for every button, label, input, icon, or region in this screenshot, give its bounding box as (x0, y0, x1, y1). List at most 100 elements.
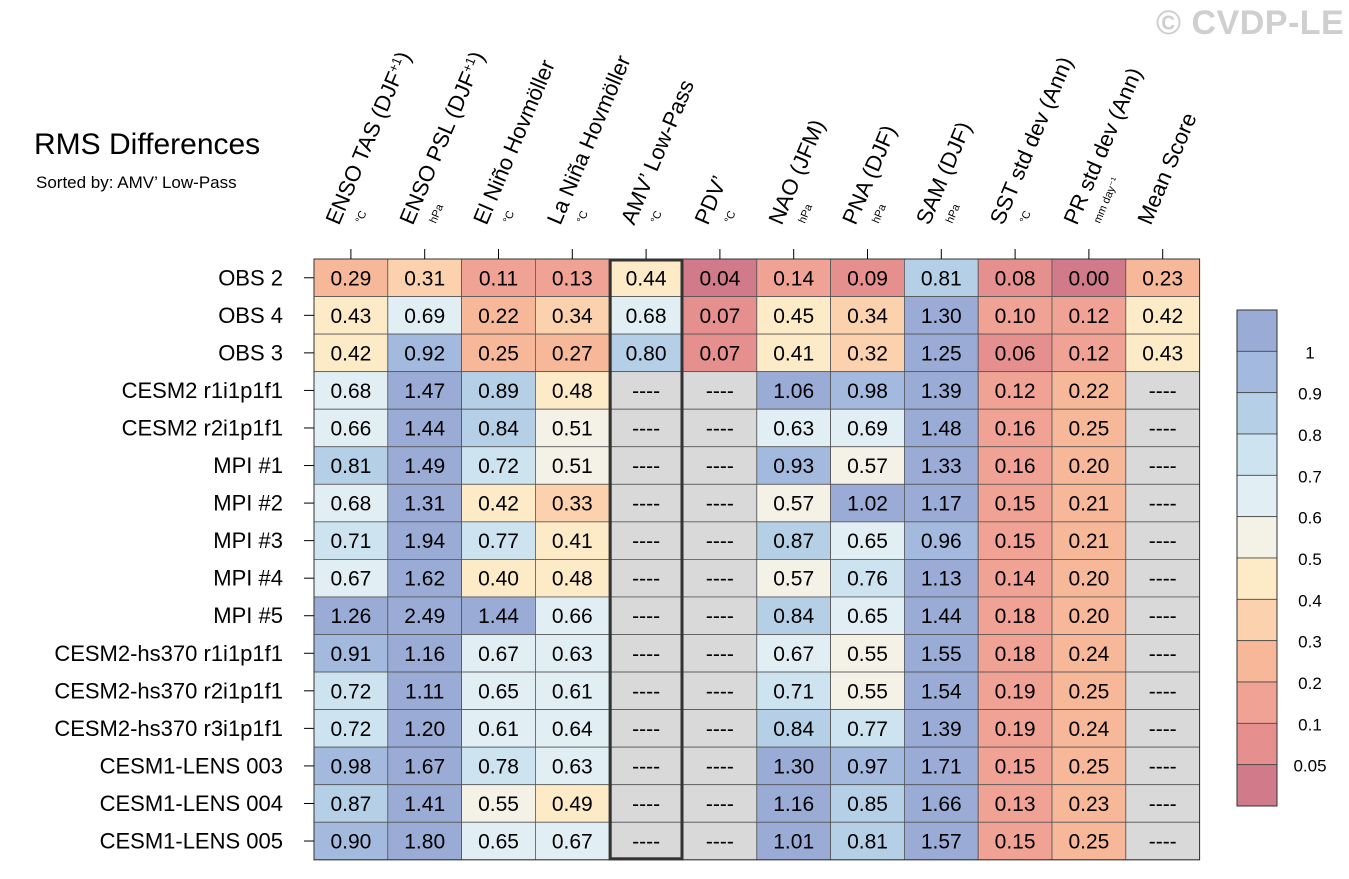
cell-value-label: 1.06 (773, 380, 814, 403)
heatmap-cell (1125, 671, 1201, 710)
heatmap-cell (1125, 559, 1201, 598)
row-label: CESM2 r2i1p1f1 (122, 415, 283, 440)
heatmap-cell (904, 333, 979, 373)
cell-value-label: 1.54 (921, 680, 962, 703)
row-label: MPI #2 (213, 491, 283, 516)
cell-value-label: ---- (1149, 755, 1177, 778)
cell-value-label: 0.15 (995, 493, 1036, 516)
cell-value-label: 0.40 (478, 568, 519, 591)
cell-value-label: 1.30 (921, 305, 962, 328)
column-unit-label: °C (649, 209, 665, 225)
cell-value-label: 0.25 (1068, 680, 1109, 703)
heatmap-cell (535, 596, 610, 635)
cell-value-label: 0.18 (995, 605, 1036, 628)
cell-value-label: 0.16 (995, 455, 1036, 478)
cell-value-label: 0.20 (1068, 455, 1109, 478)
row-label: CESM2-hs370 r1i1p1f1 (54, 641, 283, 666)
heatmap-cell (904, 784, 979, 823)
cell-value-label: 0.78 (478, 755, 519, 778)
cell-value-label: ---- (1149, 568, 1177, 591)
heatmap-cell (1125, 408, 1201, 448)
cell-value-label: 1.31 (404, 493, 445, 516)
row-label: MPI #5 (213, 603, 283, 628)
cell-value-label: 0.77 (478, 530, 519, 553)
cell-value-label: 0.51 (552, 417, 593, 440)
heatmap-cell (1125, 634, 1201, 673)
colorbar: 1 0.9 0.8 0.7 0.6 0.5 0.4 0.3 0.2 0.1 0.05 (1236, 309, 1327, 807)
colorbar-segment (1236, 640, 1278, 683)
cell-value-label: 0.57 (773, 493, 814, 516)
heatmap-cell (387, 821, 462, 861)
heatmap-cell (830, 634, 905, 673)
heatmap-cell (682, 296, 758, 335)
cell-value-label: 0.18 (995, 643, 1036, 666)
column-label: SAM (DJF) (911, 118, 977, 228)
heatmap-cell (1051, 821, 1127, 861)
heatmap-cell (387, 371, 462, 410)
heatmap-cell (1051, 521, 1127, 560)
cell-value-label: 0.55 (847, 680, 888, 703)
cell-value-label: ---- (1149, 417, 1177, 440)
cell-value-label: 1.39 (921, 380, 962, 403)
cell-value-label: ---- (1149, 380, 1177, 403)
cell-value-label: 0.61 (478, 718, 519, 741)
heatmap-cell (313, 784, 389, 823)
cell-value-label: 0.63 (552, 755, 593, 778)
heatmap-cell (977, 408, 1053, 448)
cell-value-label: 0.15 (995, 831, 1036, 854)
heatmap-cell (313, 746, 389, 786)
heatmap-cell (756, 596, 831, 635)
cell-value-label: 0.67 (330, 568, 371, 591)
cell-value-label: 0.21 (1068, 530, 1109, 553)
cell-value-label: 0.20 (1068, 568, 1109, 591)
row-labels: OBS 2 OBS 4 OBS 3 CESM2 r1i1p1f1 CESM2 r2i1p… (54, 265, 314, 854)
cell-value-label: 0.84 (478, 417, 519, 440)
heatmap-cell (608, 596, 684, 635)
cell-value-label: 0.12 (1068, 305, 1109, 328)
cell-value-label: 0.72 (330, 718, 371, 741)
heatmap-cell (1125, 746, 1201, 786)
colorbar-tick-label: 0.05 (1293, 757, 1326, 776)
cell-value-label: 0.16 (995, 417, 1036, 440)
heatmap-cell (1125, 521, 1201, 560)
heatmap-cell (387, 258, 462, 297)
cell-value-label: 0.85 (847, 793, 888, 816)
heatmap-cell (682, 446, 758, 485)
heatmap-cell (682, 371, 758, 410)
heatmap-cell (535, 446, 610, 485)
heatmap-cell (904, 709, 979, 748)
cell-value-label: 0.04 (699, 267, 740, 290)
cell-value-label: 0.81 (847, 831, 888, 854)
row-label: OBS 4 (218, 303, 283, 328)
cell-value-label: 0.43 (1142, 342, 1183, 365)
heatmap-cell (830, 746, 905, 786)
heatmap-cell (977, 446, 1053, 485)
heatmap-cell (977, 371, 1053, 410)
cell-value-label: 0.13 (995, 793, 1036, 816)
heatmap-cell (608, 296, 684, 335)
cell-value-label: ---- (632, 718, 660, 741)
heatmap-cell (313, 333, 389, 373)
cell-value-label: ---- (706, 417, 734, 440)
cell-value-label: 1.44 (478, 605, 519, 628)
row-label: OBS 2 (218, 265, 283, 290)
heatmap-cell (313, 296, 389, 335)
heatmap-cell (977, 483, 1053, 523)
cell-value-label: 0.98 (330, 755, 371, 778)
cell-value-label: ---- (706, 718, 734, 741)
heatmap-cell (387, 596, 462, 635)
cell-value-label: 0.42 (330, 342, 371, 365)
heatmap-cell (830, 258, 905, 297)
heatmap-cell (1051, 446, 1127, 485)
cell-value-label: ---- (706, 568, 734, 591)
heatmap-cell (1051, 483, 1127, 523)
heatmap-cell (313, 559, 389, 598)
heatmap-cell (904, 521, 979, 560)
cell-value-label: 0.72 (330, 680, 371, 703)
cell-value-label: ---- (706, 493, 734, 516)
heatmap-cell (313, 371, 389, 410)
colorbar-segment (1236, 764, 1278, 807)
column-unit-label: hPa (870, 202, 889, 226)
heatmap-cell (387, 671, 462, 710)
